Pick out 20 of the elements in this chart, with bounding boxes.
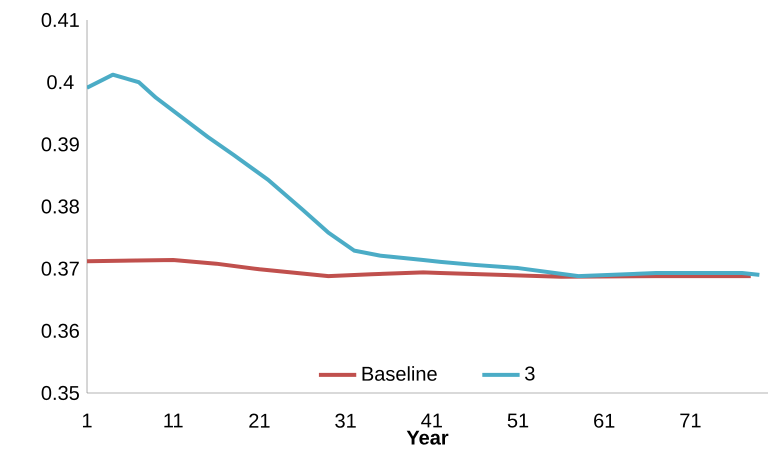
x-tick-label: 51	[508, 414, 528, 428]
line-series	[87, 72, 762, 278]
legend-label: Baseline	[362, 366, 437, 381]
legend-label: 3	[525, 366, 535, 381]
x-tick-label: 61	[594, 414, 614, 428]
x-tick-label: 71	[680, 414, 701, 428]
y-tick-label: 0.4	[47, 75, 74, 90]
y-tick-label: 0.41	[42, 12, 79, 28]
y-tick-label: 0.37	[42, 262, 79, 276]
x-tick-label: 31	[335, 414, 356, 428]
x-tick-label: 21	[249, 414, 270, 428]
x-tick-label: 41	[421, 414, 442, 428]
line-series	[87, 258, 753, 279]
y-tick-label: 0.39	[42, 137, 79, 152]
x-tick-label: 1	[82, 414, 92, 428]
y-tick-label: 0.38	[42, 199, 79, 214]
y-tick-label: 0.36	[42, 324, 79, 338]
x-axis-title: Year	[406, 430, 448, 445]
y-tick-label: 0.35	[42, 386, 79, 400]
x-tick-label: 11	[164, 414, 183, 428]
